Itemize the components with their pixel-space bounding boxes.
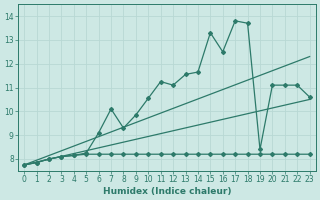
X-axis label: Humidex (Indice chaleur): Humidex (Indice chaleur) (103, 187, 231, 196)
